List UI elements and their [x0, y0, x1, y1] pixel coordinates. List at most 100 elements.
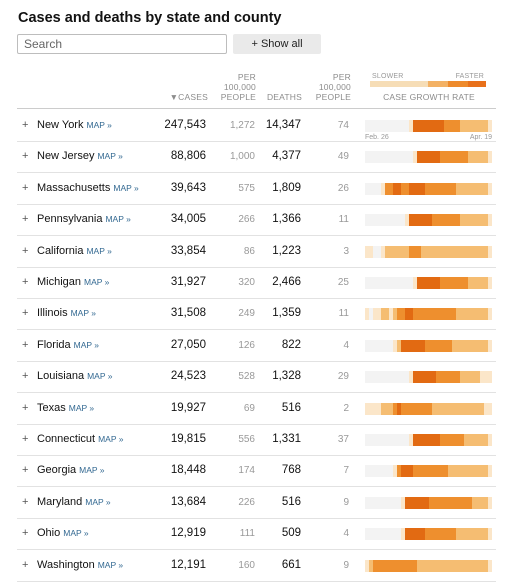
growth-cell	[420, 120, 425, 132]
state-label: Pennsylvania	[37, 213, 103, 226]
growth-cell	[472, 496, 477, 509]
per-deaths-value: 4	[343, 339, 349, 351]
per-deaths-header: PER 100,000 PEOPLE	[316, 72, 351, 102]
growth-cell	[396, 402, 401, 415]
growth-cell	[416, 559, 421, 572]
table-row[interactable]: + Massachusetts MAP » 39,643 575 1,809 26	[17, 173, 496, 205]
map-link[interactable]: MAP »	[79, 465, 105, 476]
expand-icon[interactable]: +	[22, 150, 29, 163]
growth-cell	[460, 214, 465, 227]
table-row[interactable]: + Maryland MAP » 13,684 226 516 9	[17, 487, 496, 519]
map-link[interactable]: MAP »	[73, 339, 99, 350]
expand-icon[interactable]: +	[22, 276, 29, 288]
map-link[interactable]: MAP »	[85, 496, 111, 507]
growth-cell	[388, 277, 393, 289]
growth-cell	[372, 277, 377, 289]
growth-cell	[468, 465, 473, 478]
expand-icon[interactable]: +	[22, 307, 29, 320]
map-link[interactable]: MAP »	[86, 120, 112, 130]
expand-icon[interactable]: +	[22, 558, 29, 571]
deaths-value: 822	[281, 338, 301, 351]
table-row[interactable]: + California MAP » 33,854 86 1,223 3	[17, 236, 496, 268]
search-input[interactable]	[17, 34, 227, 54]
cases-header[interactable]: ▼CASES	[169, 92, 208, 102]
growth-cell	[460, 182, 465, 195]
growth-cell	[452, 308, 457, 321]
map-link[interactable]: MAP »	[97, 559, 124, 570]
growth-cell	[416, 339, 421, 352]
growth-cell	[396, 434, 401, 446]
growth-sparkline	[365, 120, 492, 132]
expand-icon[interactable]: +	[22, 464, 29, 477]
expand-icon[interactable]: +	[22, 338, 29, 351]
expand-icon[interactable]: +	[22, 181, 29, 194]
state-label: Maryland	[37, 495, 83, 508]
expand-icon[interactable]: +	[22, 370, 29, 383]
growth-cell	[380, 434, 385, 446]
expand-icon[interactable]: +	[22, 213, 29, 226]
state-name: New York MAP »	[37, 119, 112, 131]
growth-cell	[368, 277, 373, 289]
growth-cell	[452, 182, 457, 195]
growth-cell	[484, 308, 489, 321]
show-all-button[interactable]: + Show all	[233, 34, 321, 54]
map-link[interactable]: MAP »	[84, 277, 110, 287]
growth-cell	[472, 120, 477, 132]
growth-cell	[392, 214, 397, 227]
growth-cell	[412, 371, 417, 384]
table-row[interactable]: + Pennsylvania MAP » 34,005 266 1,366 11	[17, 204, 496, 237]
growth-sparkline	[365, 277, 492, 289]
growth-sparkline	[365, 559, 492, 572]
map-link[interactable]: MAP »	[70, 308, 96, 319]
map-link[interactable]: MAP »	[113, 182, 139, 193]
deaths-header[interactable]: DEATHS	[266, 92, 302, 102]
table-row[interactable]: + Illinois MAP » 31,508 249 1,359 11	[17, 298, 496, 331]
table-row[interactable]: + Louisiana MAP » 24,523 528 1,328 29	[17, 361, 496, 394]
growth-cell	[365, 277, 369, 289]
table-row[interactable]: + Michigan MAP » 31,927 320 2,466 25	[17, 267, 496, 299]
expand-icon[interactable]: +	[22, 244, 29, 257]
table-row[interactable]: + Ohio MAP » 12,919 111 509 4	[17, 518, 496, 551]
growth-cell	[440, 371, 445, 384]
growth-cell	[380, 559, 385, 572]
map-link[interactable]: MAP »	[98, 434, 124, 444]
map-link[interactable]: MAP »	[86, 245, 112, 256]
growth-cell	[436, 277, 441, 289]
expand-icon[interactable]: +	[22, 527, 29, 540]
growth-cell	[436, 465, 441, 478]
growth-cell	[420, 214, 425, 227]
growth-cell	[412, 277, 417, 289]
legend-swatch-2	[428, 81, 448, 87]
growth-cell	[420, 434, 425, 446]
growth-cell	[376, 245, 381, 258]
table-row[interactable]: + New York MAP » 247,543 1,272 14,347 74 Feb. 2…	[17, 110, 496, 142]
growth-cell	[488, 277, 492, 289]
expand-icon[interactable]: +	[22, 495, 29, 508]
table-row[interactable]: + Connecticut MAP » 19,815 556 1,331 37	[17, 424, 496, 456]
deaths-value: 14,347	[265, 119, 301, 131]
growth-cell	[404, 434, 409, 446]
expand-icon[interactable]: +	[22, 401, 29, 414]
state-name: Michigan MAP »	[37, 276, 109, 288]
map-link[interactable]: MAP »	[68, 402, 95, 413]
map-link[interactable]: MAP »	[105, 214, 131, 225]
table-row[interactable]: + Georgia MAP » 18,448 174 768 7	[17, 455, 496, 488]
table-row[interactable]: + Texas MAP » 19,927 69 516 2	[17, 393, 496, 425]
expand-icon[interactable]: +	[22, 433, 29, 445]
map-link[interactable]: MAP »	[87, 371, 113, 382]
map-link[interactable]: MAP »	[63, 528, 89, 539]
state-label: New York	[37, 119, 84, 131]
growth-cell	[424, 120, 429, 132]
growth-cell	[440, 182, 445, 195]
growth-cell	[460, 277, 465, 289]
map-link[interactable]: MAP »	[97, 151, 123, 162]
growth-cell	[464, 120, 469, 132]
growth-cell	[420, 371, 425, 384]
growth-cell	[488, 214, 492, 227]
expand-icon[interactable]: +	[22, 119, 29, 131]
table-row[interactable]: + New Jersey MAP » 88,806 1,000 4,377 49	[17, 141, 496, 174]
table-row[interactable]: + Washington MAP » 12,191 160 661 9	[17, 550, 496, 582]
growth-cell	[464, 402, 469, 415]
state-name: Florida MAP »	[37, 339, 99, 351]
table-row[interactable]: + Florida MAP » 27,050 126 822 4	[17, 330, 496, 362]
